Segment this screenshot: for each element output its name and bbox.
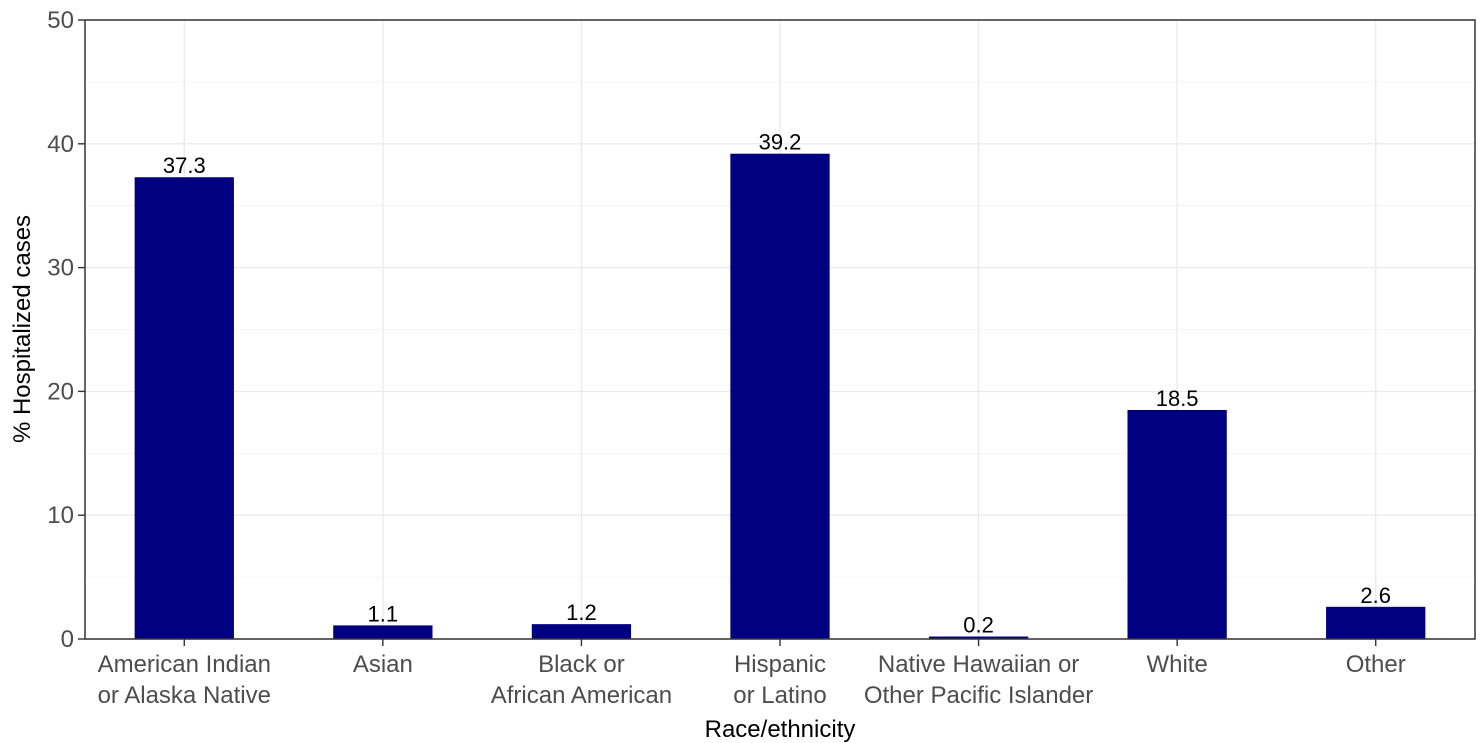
data-labels: 37.3 1.1 1.2 39.2 0.2 18.5 2.6 — [163, 130, 1391, 638]
y-tick-label: 50 — [47, 7, 74, 34]
bar — [928, 636, 1029, 639]
bar-value-label: 37.3 — [163, 153, 206, 178]
x-tick-label: Native Hawaiian or Other Pacific Islander — [864, 651, 1093, 709]
y-tick-label: 40 — [47, 131, 74, 158]
x-tick-label: Asian — [353, 651, 413, 678]
bar — [1127, 409, 1227, 639]
bar-value-label: 2.6 — [1360, 583, 1391, 608]
x-tick-label: Other — [1346, 651, 1406, 678]
bar — [134, 177, 234, 639]
x-tick-label: Hispanic or Latino — [733, 651, 826, 709]
bar-value-label: 18.5 — [1156, 386, 1199, 411]
y-axis-ticks: 0 10 20 30 40 50 — [47, 7, 85, 653]
x-tick-label-line: White — [1146, 651, 1207, 678]
x-tick-label-line: Hispanic — [734, 651, 826, 678]
x-tick-label-line: Asian — [353, 651, 413, 678]
bar — [531, 624, 632, 639]
x-axis-ticks: American Indian or Alaska Native Asian Blac… — [98, 639, 1406, 709]
x-tick-label: American Indian or Alaska Native — [98, 651, 271, 709]
x-tick-label: Black or African American — [491, 651, 672, 709]
bar — [730, 153, 830, 640]
y-tick-label: 10 — [47, 502, 74, 529]
x-tick-label: White — [1146, 651, 1207, 678]
x-tick-label-line: or Latino — [733, 682, 826, 709]
x-tick-label-line: Native Hawaiian or — [878, 651, 1079, 678]
y-tick-label: 20 — [47, 378, 74, 405]
x-tick-label-line: Other Pacific Islander — [864, 682, 1093, 709]
x-tick-label-line: Other — [1346, 651, 1406, 678]
y-tick-label: 30 — [47, 255, 74, 282]
x-axis-title: Race/ethnicity — [705, 716, 856, 743]
bar — [1326, 606, 1426, 639]
bar-value-label: 0.2 — [963, 613, 994, 638]
bar-value-label: 1.2 — [566, 600, 597, 625]
x-tick-label-line: Black or — [538, 651, 625, 678]
bars — [134, 153, 1426, 640]
bar-value-label: 39.2 — [759, 130, 802, 155]
bar-value-label: 1.1 — [368, 601, 399, 626]
y-axis-title: % Hospitalized cases — [9, 215, 36, 443]
x-tick-label-line: African American — [491, 682, 672, 709]
x-tick-label-line: American Indian — [98, 651, 271, 678]
bar — [333, 625, 433, 639]
y-tick-label: 0 — [61, 626, 74, 653]
x-tick-label-line: or Alaska Native — [98, 682, 271, 709]
